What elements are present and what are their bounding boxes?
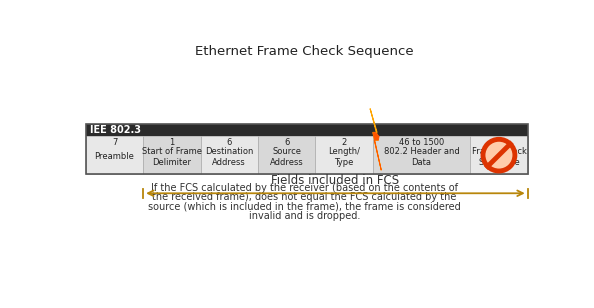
Circle shape <box>483 139 515 171</box>
Bar <box>86 124 527 136</box>
Polygon shape <box>373 132 381 170</box>
Bar <box>258 136 315 174</box>
Text: 6: 6 <box>284 138 289 147</box>
Bar <box>143 136 201 174</box>
Text: 6: 6 <box>227 138 232 147</box>
Text: Preamble: Preamble <box>94 152 134 161</box>
Text: 46 to 1500: 46 to 1500 <box>399 138 444 147</box>
Text: Length/
Type: Length/ Type <box>328 147 360 167</box>
Bar <box>315 136 372 174</box>
Bar <box>372 136 470 174</box>
Text: Start of Frame
Delimiter: Start of Frame Delimiter <box>142 147 202 167</box>
Text: Ethernet Frame Check Sequence: Ethernet Frame Check Sequence <box>195 45 414 58</box>
Text: 2: 2 <box>342 138 347 147</box>
Text: If the FCS calculated by the receiver (based on the contents of: If the FCS calculated by the receiver (b… <box>151 183 458 193</box>
Bar <box>86 136 143 174</box>
Text: 7: 7 <box>112 138 117 147</box>
Text: invalid and is dropped.: invalid and is dropped. <box>249 211 360 221</box>
Text: source (which is included in the frame), the frame is considered: source (which is included in the frame),… <box>148 202 461 212</box>
Text: the received frame), does not equal the FCS calculated by the: the received frame), does not equal the … <box>152 192 457 202</box>
Text: Fields included in FCS: Fields included in FCS <box>271 174 400 187</box>
Text: 4: 4 <box>497 138 501 147</box>
Text: 1: 1 <box>169 138 175 147</box>
Text: Destination
Address: Destination Address <box>205 147 254 167</box>
Bar <box>86 124 527 174</box>
Text: IEE 802.3: IEE 802.3 <box>90 125 141 135</box>
Text: 802.2 Header and
Data: 802.2 Header and Data <box>384 147 459 167</box>
Bar <box>470 136 527 174</box>
Text: Frame Check
Sequence: Frame Check Sequence <box>472 147 526 167</box>
Bar <box>201 136 258 174</box>
Polygon shape <box>370 108 381 170</box>
Text: Source
Address: Source Address <box>270 147 304 167</box>
